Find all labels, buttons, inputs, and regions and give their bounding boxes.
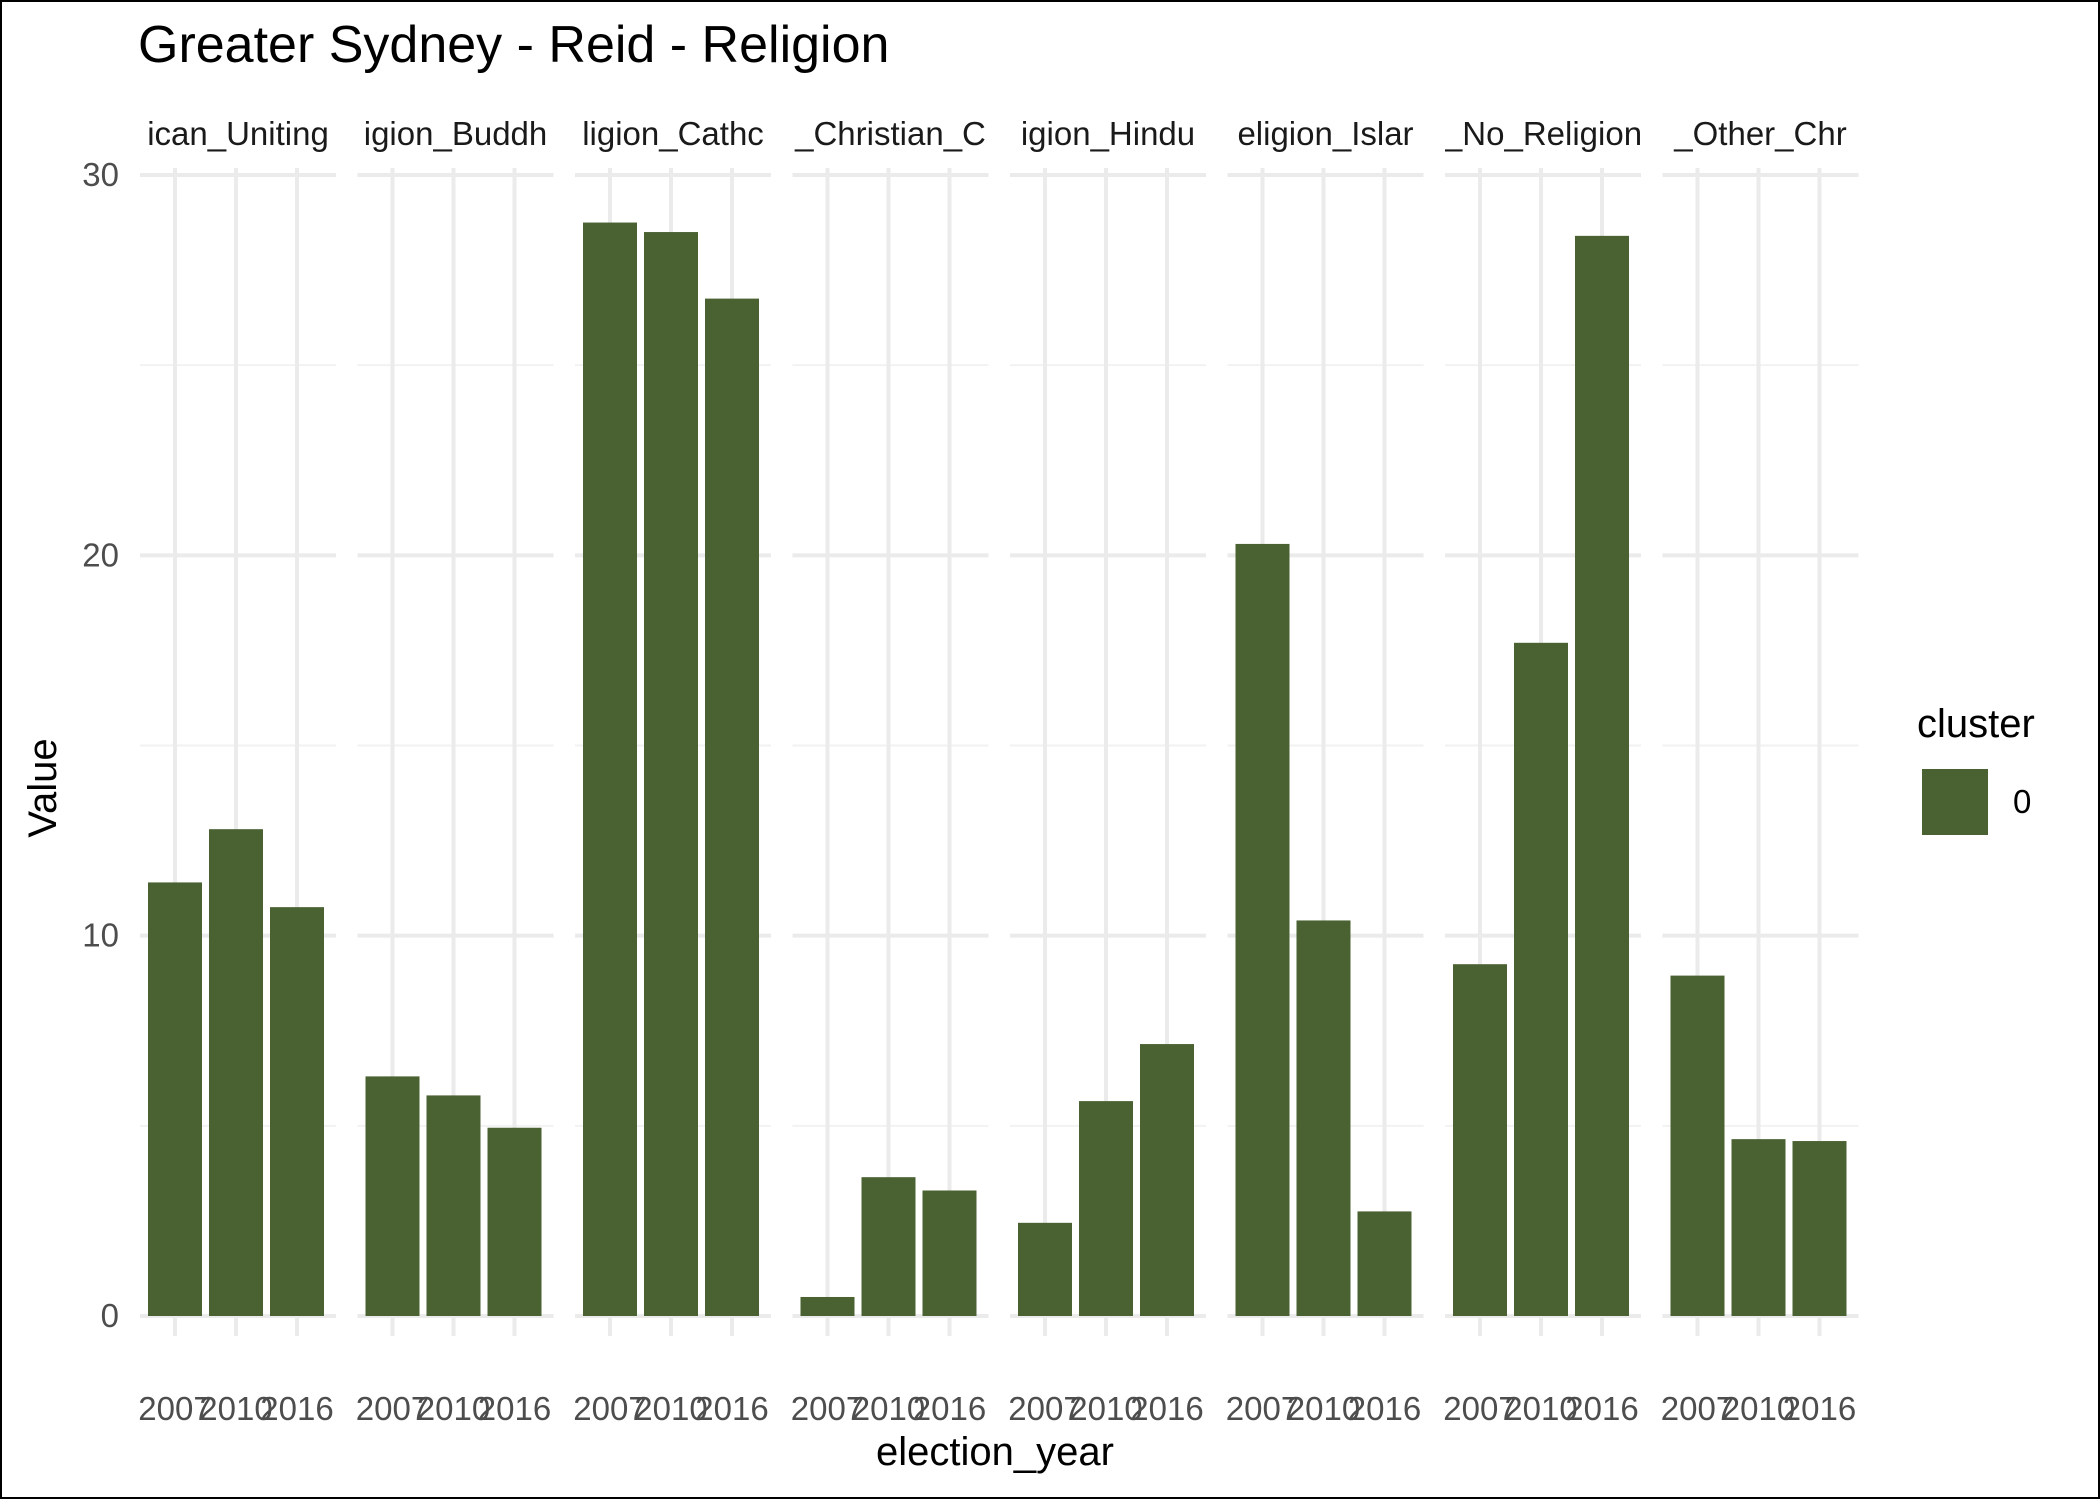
facet-strip-label: eligion_Islar <box>1237 115 1413 152</box>
facet-strip-label: ican_Uniting <box>147 115 329 152</box>
x-tick-label: 2016 <box>913 1390 986 1427</box>
x-tick-label: 2010 <box>634 1390 707 1427</box>
bar <box>1575 235 1629 1317</box>
y-tick-label: 0 <box>101 1297 119 1334</box>
x-tick-label: 2016 <box>1130 1390 1203 1427</box>
bar <box>1296 920 1351 1316</box>
bar <box>365 1076 420 1316</box>
legend-key-swatch <box>1922 769 1988 835</box>
bar <box>1079 1101 1133 1316</box>
x-tick-label: 2007 <box>1443 1390 1516 1427</box>
bar <box>1731 1139 1786 1316</box>
legend: cluster 0 <box>1917 702 2035 835</box>
x-tick-label: 2007 <box>1226 1390 1299 1427</box>
bar <box>426 1095 481 1316</box>
bar <box>1670 975 1725 1316</box>
x-tick-label: 2007 <box>1008 1390 1081 1427</box>
bar <box>148 882 202 1316</box>
x-tick-label: 2010 <box>1287 1390 1360 1427</box>
x-tick-label: 2010 <box>1069 1390 1142 1427</box>
x-tick-label: 2010 <box>852 1390 925 1427</box>
x-tick-label: 2010 <box>199 1390 272 1427</box>
x-axis-title: election_year <box>876 1430 1114 1474</box>
bar <box>1792 1141 1847 1316</box>
bar <box>1235 543 1290 1316</box>
bar <box>270 907 324 1316</box>
bar <box>800 1296 855 1316</box>
facet-strip-label: igion_Buddh <box>364 115 548 152</box>
x-tick-label: 2016 <box>695 1390 768 1427</box>
facet-strip-label: ligion_Cathc <box>582 115 764 152</box>
y-tick-label: 20 <box>82 536 119 573</box>
bar <box>1357 1211 1412 1316</box>
y-tick-label: 10 <box>82 917 119 954</box>
bar <box>1140 1044 1194 1316</box>
bar <box>487 1127 542 1316</box>
bar <box>1453 964 1507 1316</box>
bar <box>705 298 759 1316</box>
x-tick-label: 2007 <box>791 1390 864 1427</box>
x-tick-label: 2007 <box>138 1390 211 1427</box>
bar <box>861 1177 916 1316</box>
y-tick-label: 30 <box>82 156 119 193</box>
x-tick-label: 2016 <box>1348 1390 1421 1427</box>
facet-strip-label: _No_Religion <box>1443 115 1642 152</box>
facet-strip-label: _Christian_C <box>794 115 986 152</box>
x-tick-label: 2007 <box>573 1390 646 1427</box>
bar <box>209 829 263 1316</box>
y-axis-title: Value <box>21 738 65 837</box>
legend-entry-label: 0 <box>2013 783 2031 820</box>
x-tick-label: 2016 <box>1783 1390 1856 1427</box>
x-tick-label: 2016 <box>1565 1390 1638 1427</box>
bar <box>922 1190 977 1316</box>
bar <box>1514 642 1568 1316</box>
x-tick-label: 2010 <box>1722 1390 1795 1427</box>
facet-strip-label: _Other_Chr <box>1673 115 1846 152</box>
x-tick-label: 2010 <box>1504 1390 1577 1427</box>
bar <box>583 222 637 1317</box>
bar <box>644 232 698 1316</box>
legend-title: cluster <box>1917 702 2035 746</box>
facet-panels: 200720102016ican_Uniting200720102016igio… <box>82 115 1859 1427</box>
x-tick-label: 2007 <box>356 1390 429 1427</box>
x-tick-label: 2016 <box>260 1390 333 1427</box>
bar <box>1018 1222 1072 1316</box>
x-tick-label: 2007 <box>1661 1390 1734 1427</box>
chart-title: Greater Sydney - Reid - Religion <box>138 16 889 74</box>
facet-strip-label: igion_Hindu <box>1021 115 1195 152</box>
x-tick-label: 2016 <box>478 1390 551 1427</box>
x-tick-label: 2010 <box>417 1390 490 1427</box>
